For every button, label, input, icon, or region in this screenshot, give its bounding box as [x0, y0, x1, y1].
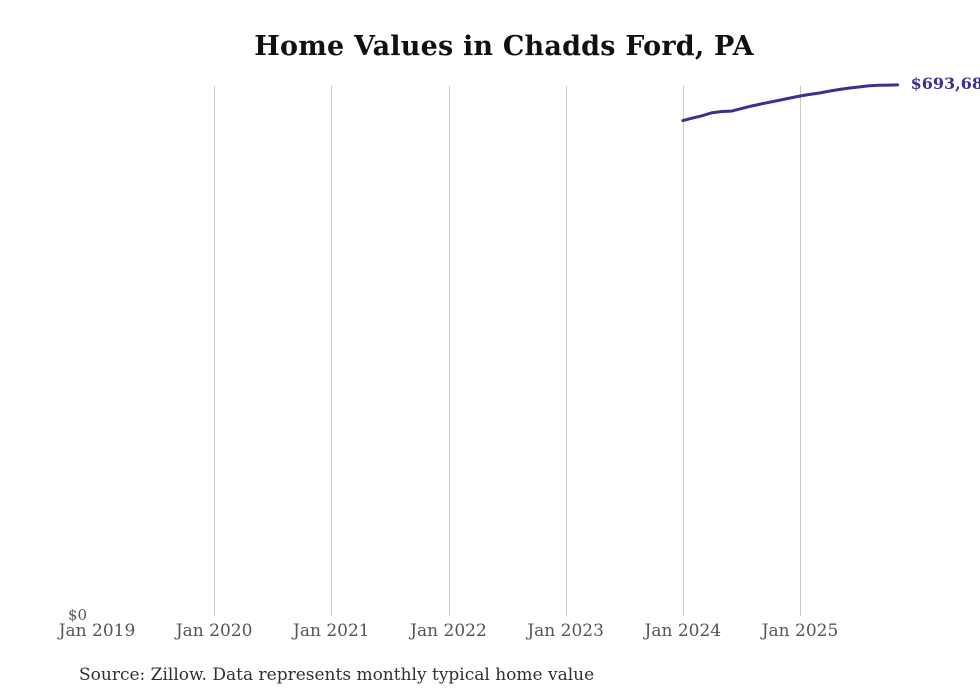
x-axis-label: Jan 2021: [293, 621, 370, 641]
y-axis-zero-label: $0: [68, 606, 88, 624]
vertical-gridline: [682, 86, 684, 616]
home-value-series-line: [681, 83, 900, 123]
x-axis-label: Jan 2019: [58, 621, 136, 641]
vertical-gridline: [565, 86, 567, 616]
vertical-gridline: [214, 86, 216, 616]
chart-title: Home Values in Chadds Ford, PA: [254, 31, 754, 62]
x-axis-label: Jan 2020: [175, 621, 253, 641]
line-end-value-label: $693,688: [910, 73, 980, 93]
vertical-gridline: [331, 86, 333, 616]
x-axis-label: Jan 2025: [761, 621, 839, 641]
vertical-gridline: [800, 86, 801, 616]
source-attribution: Source: Zillow. Data represents monthly …: [79, 665, 595, 685]
x-axis-label: Jan 2024: [644, 621, 722, 641]
vertical-gridline: [448, 86, 450, 616]
x-axis-label: Jan 2023: [527, 621, 604, 641]
x-axis-label: Jan 2022: [410, 621, 487, 641]
